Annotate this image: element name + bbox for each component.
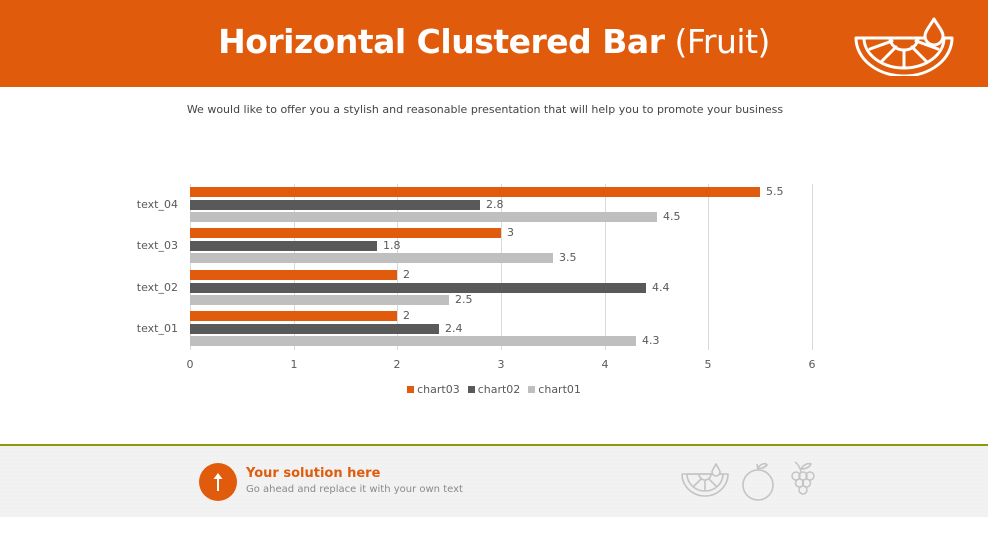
arrow-up-icon bbox=[213, 473, 223, 491]
apple-icon bbox=[742, 462, 774, 501]
gridline bbox=[605, 184, 606, 350]
legend-label: chart01 bbox=[538, 383, 581, 396]
solution-text: Go ahead and replace it with your own te… bbox=[246, 484, 463, 495]
data-label: 4.4 bbox=[652, 280, 670, 294]
data-label: 2 bbox=[403, 309, 410, 322]
x-tick-label: 4 bbox=[601, 358, 609, 371]
data-label: 2 bbox=[403, 268, 410, 281]
solution-badge bbox=[199, 463, 237, 501]
data-label: 2.5 bbox=[455, 293, 473, 306]
bar-chart03-text_01 bbox=[190, 311, 397, 321]
gridline bbox=[294, 184, 295, 350]
legend-label: chart03 bbox=[417, 383, 460, 396]
orange-slice-icon bbox=[854, 17, 954, 76]
x-tick-label: 1 bbox=[290, 358, 298, 371]
category-label: text_04 bbox=[136, 198, 178, 211]
bar-chart02-text_04 bbox=[190, 199, 480, 210]
legend-item-chart02: chart02 bbox=[467, 383, 521, 396]
data-label: 4.5 bbox=[663, 210, 681, 223]
grapes-icon bbox=[791, 461, 815, 495]
bar-chart01-text_01 bbox=[190, 336, 636, 346]
gridline bbox=[397, 184, 398, 350]
data-label: 3 bbox=[507, 226, 514, 239]
x-tick-label: 2 bbox=[393, 358, 401, 371]
legend-swatch bbox=[407, 386, 415, 393]
footer-panel bbox=[0, 446, 988, 517]
solution-title: Your solution here bbox=[246, 466, 381, 481]
chart-legend: chart03 chart02 chart01 bbox=[0, 383, 988, 396]
category-label: text_01 bbox=[136, 322, 178, 335]
orange-slice-icon bbox=[681, 463, 729, 497]
data-label: 2.4 bbox=[445, 321, 463, 335]
bar-chart03-text_04 bbox=[190, 187, 760, 197]
legend-item-chart01: chart01 bbox=[528, 383, 581, 396]
bar-chart03-text_03 bbox=[190, 228, 501, 238]
title-light: (Fruit) bbox=[674, 22, 770, 61]
x-tick-label: 6 bbox=[808, 358, 816, 371]
legend-item-chart03: chart03 bbox=[407, 383, 460, 396]
data-label: 4.3 bbox=[642, 334, 660, 347]
footer-divider bbox=[0, 444, 988, 446]
x-tick-label: 3 bbox=[497, 358, 505, 371]
x-tick-label: 5 bbox=[704, 358, 712, 371]
bar-chart03-text_02 bbox=[190, 270, 397, 280]
bar-chart01-text_03 bbox=[190, 253, 553, 263]
bar-chart01-text_04 bbox=[190, 212, 657, 222]
legend-label: chart02 bbox=[477, 383, 521, 396]
bar-chart: 0 1 2 3 4 5 6 text_01 2 2.4 4.3 text_02 2 4.4 2.5 text_… bbox=[136, 184, 816, 371]
header-bar: Horizontal Clustered Bar (Fruit) bbox=[0, 0, 988, 87]
x-tick-label: 0 bbox=[186, 358, 194, 371]
gridline bbox=[190, 184, 191, 350]
bar-chart02-text_01 bbox=[190, 323, 439, 334]
legend-swatch bbox=[467, 386, 475, 393]
data-label: 1.8 bbox=[383, 238, 401, 252]
bar-chart02-text_03 bbox=[190, 240, 377, 251]
gridline bbox=[812, 184, 813, 350]
data-label: 2.8 bbox=[486, 197, 504, 211]
category-label: text_02 bbox=[136, 281, 178, 294]
category-label: text_03 bbox=[136, 239, 178, 252]
gridline bbox=[501, 184, 502, 350]
data-label: 5.5 bbox=[766, 185, 784, 198]
legend-swatch bbox=[528, 386, 536, 393]
title-bold: Horizontal Clustered Bar bbox=[218, 22, 665, 61]
data-label: 3.5 bbox=[559, 251, 577, 264]
subtitle: We would like to offer you a stylish and… bbox=[186, 103, 784, 116]
page-title: Horizontal Clustered Bar (Fruit) bbox=[0, 22, 988, 61]
gridline bbox=[708, 184, 709, 350]
bar-chart02-text_02 bbox=[190, 282, 646, 293]
bar-chart01-text_02 bbox=[190, 295, 449, 305]
